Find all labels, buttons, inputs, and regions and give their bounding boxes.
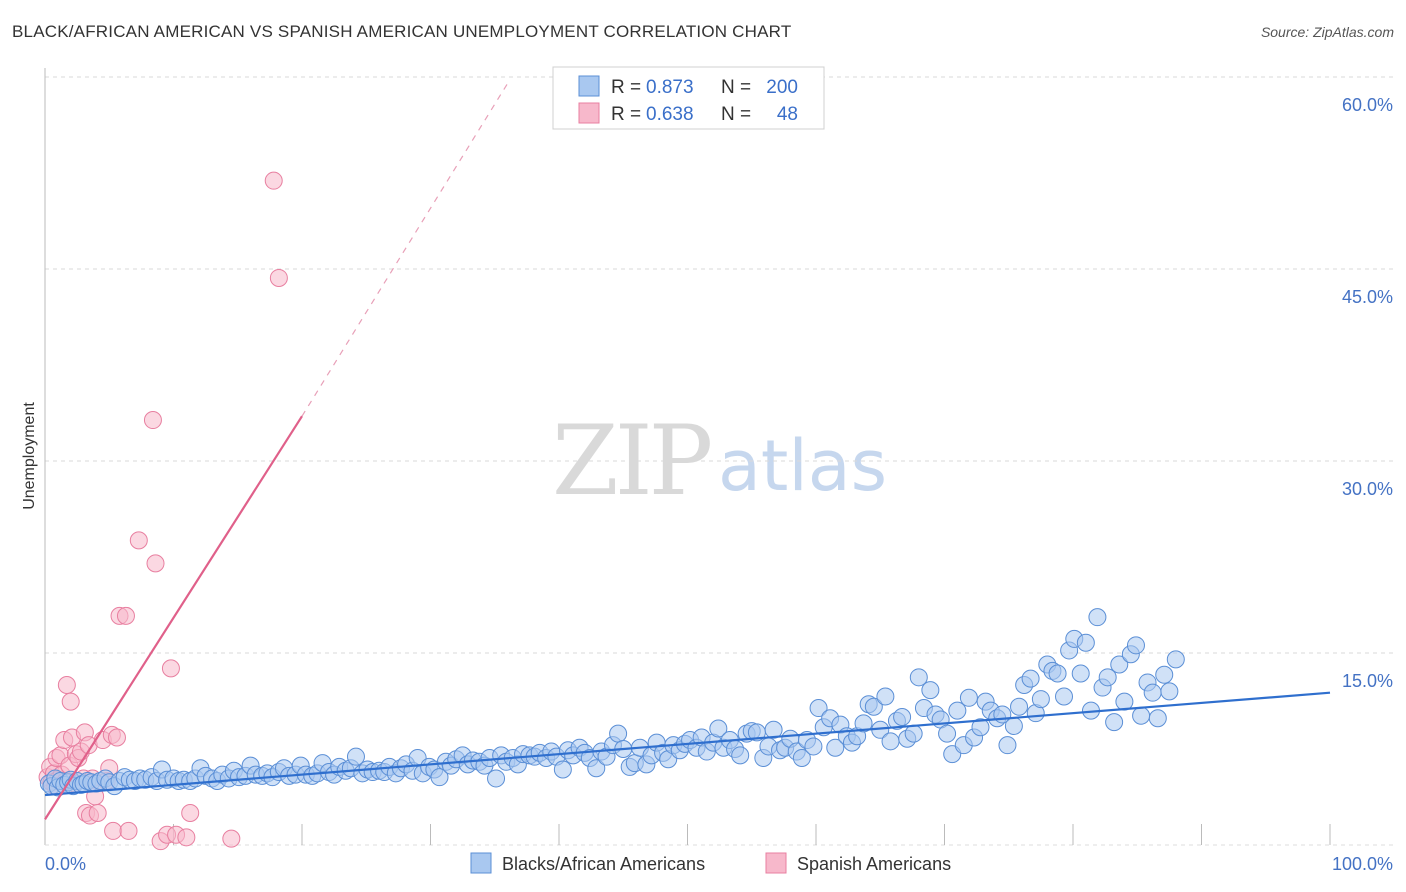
y-tick-label: 15.0% bbox=[1342, 671, 1393, 691]
black-african-american-point bbox=[864, 697, 883, 716]
trend-lines bbox=[44, 83, 1331, 820]
black-african-american-point bbox=[430, 768, 449, 787]
black-african-american-point bbox=[998, 736, 1017, 755]
spanish-american-point bbox=[61, 692, 80, 711]
spanish-american-point bbox=[143, 411, 162, 430]
source-label: Source: ZipAtlas.com bbox=[1260, 24, 1394, 40]
black-african-american-point bbox=[1010, 697, 1029, 716]
black-african-american-point bbox=[764, 720, 783, 739]
grid-lines bbox=[45, 76, 1393, 654]
black-african-american-point bbox=[1055, 687, 1074, 706]
black-african-american-point bbox=[1098, 668, 1117, 687]
legend-spanish-swatch bbox=[765, 852, 787, 874]
black-african-american-point bbox=[881, 732, 900, 751]
legend-blue-r-label: R = bbox=[611, 77, 641, 98]
black-african-american-point bbox=[1126, 636, 1145, 655]
spanish-american-point bbox=[57, 676, 76, 694]
chart-title: BLACK/AFRICAN AMERICAN VS SPANISH AMERIC… bbox=[12, 22, 792, 41]
spanish-american-point bbox=[269, 268, 288, 287]
spanish-americans-points bbox=[38, 171, 288, 851]
black-african-american-point bbox=[826, 738, 845, 757]
black-african-american-point bbox=[346, 747, 365, 766]
black-african-american-point bbox=[1166, 650, 1185, 669]
legend-blue-r-value: 0.873 bbox=[646, 77, 694, 98]
y-axis-label: Unemployment bbox=[21, 402, 38, 510]
black-african-american-point bbox=[709, 719, 728, 738]
black-african-american-point bbox=[909, 668, 928, 687]
black-african-american-point bbox=[948, 701, 967, 720]
legend-pink-swatch bbox=[578, 102, 600, 124]
black-african-american-point bbox=[938, 724, 957, 743]
spanish-american-point bbox=[129, 531, 148, 550]
spanish-american-point bbox=[177, 828, 196, 847]
legend-blacks-label: Blacks/African Americans bbox=[502, 854, 705, 874]
legend-blacks-swatch bbox=[470, 852, 492, 874]
black-african-american-point bbox=[893, 708, 912, 726]
black-african-american-point bbox=[792, 748, 811, 767]
black-african-american-point bbox=[1155, 665, 1174, 684]
x-tick-label-max: 100.0% bbox=[1332, 854, 1393, 874]
black-african-american-point bbox=[904, 724, 923, 743]
spanish-american-point bbox=[88, 804, 107, 822]
blacks-african-americans-points bbox=[39, 608, 1185, 797]
black-african-american-point bbox=[921, 681, 940, 700]
black-african-american-point bbox=[809, 699, 828, 718]
spanish-american-point bbox=[107, 728, 126, 747]
axes: 15.0% 30.0% 45.0% 60.0% 0.0% 100.0% bbox=[44, 68, 1393, 874]
black-african-american-point bbox=[1148, 709, 1167, 728]
spanish-american-point bbox=[104, 821, 123, 840]
black-african-american-point bbox=[1132, 706, 1151, 725]
black-african-american-point bbox=[876, 687, 895, 706]
black-african-american-point bbox=[971, 718, 990, 737]
black-african-american-point bbox=[804, 737, 823, 756]
spanish-american-point bbox=[116, 606, 135, 625]
black-african-american-point bbox=[959, 688, 978, 707]
black-african-american-point bbox=[1076, 633, 1095, 652]
legend-blue-swatch bbox=[578, 75, 600, 97]
y-tick-label: 60.0% bbox=[1342, 95, 1393, 115]
y-tick-label: 45.0% bbox=[1342, 287, 1393, 307]
black-african-american-point bbox=[1004, 716, 1023, 735]
blacks-trend-line bbox=[44, 691, 1331, 797]
black-african-american-point bbox=[1021, 669, 1040, 688]
black-african-american-point bbox=[553, 760, 572, 779]
watermark-atlas: atlas bbox=[718, 425, 887, 507]
black-african-american-point bbox=[1160, 682, 1179, 701]
legend-blue-n-label: N = bbox=[721, 77, 751, 98]
black-african-american-point bbox=[1048, 664, 1067, 683]
black-african-american-point bbox=[1071, 664, 1090, 683]
spanish-trend-line-extension bbox=[301, 83, 509, 417]
correlation-legend: R = 0.873 N = 200 R = 0.638 N = 48 bbox=[552, 66, 825, 130]
legend-pink-n-value: 48 bbox=[777, 104, 798, 125]
black-african-american-point bbox=[1031, 690, 1050, 709]
legend-pink-r-label: R = bbox=[611, 104, 641, 125]
legend-pink-r-value: 0.638 bbox=[646, 104, 694, 125]
spanish-american-point bbox=[222, 829, 241, 848]
black-african-american-point bbox=[1088, 608, 1107, 627]
spanish-american-point bbox=[264, 171, 283, 190]
y-tick-label: 30.0% bbox=[1342, 479, 1393, 499]
legend-blue-n-value: 200 bbox=[766, 77, 798, 98]
black-african-american-point bbox=[487, 769, 506, 788]
black-african-american-point bbox=[731, 746, 750, 765]
spanish-american-point bbox=[181, 804, 200, 822]
black-african-american-point bbox=[1143, 683, 1162, 702]
black-african-american-point bbox=[854, 714, 873, 733]
spanish-american-point bbox=[119, 821, 138, 840]
spanish-american-point bbox=[146, 554, 165, 573]
black-african-american-point bbox=[587, 759, 606, 778]
legend-pink-n-label: N = bbox=[721, 104, 751, 125]
black-african-american-point bbox=[1110, 655, 1129, 674]
x-tick-label-min: 0.0% bbox=[45, 854, 86, 874]
spanish-american-point bbox=[161, 659, 180, 678]
black-african-american-point bbox=[1105, 713, 1124, 732]
spanish-trend-line bbox=[44, 415, 303, 820]
black-african-american-point bbox=[609, 724, 628, 743]
series-legend: Blacks/African Americans Spanish America… bbox=[470, 852, 951, 874]
legend-spanish-label: Spanish Americans bbox=[797, 854, 951, 874]
